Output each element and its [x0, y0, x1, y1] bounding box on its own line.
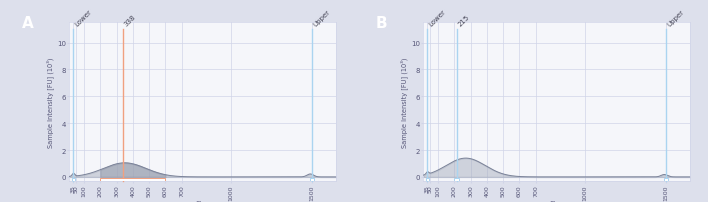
Text: Upper: Upper [666, 9, 685, 28]
Bar [72, 178, 75, 181]
Text: Lower: Lower [74, 9, 93, 28]
Y-axis label: Sample Intensity [FU] (10³): Sample Intensity [FU] (10³) [401, 57, 408, 147]
Text: Upper: Upper [312, 9, 331, 28]
Text: Lower: Lower [428, 9, 447, 28]
Bar [310, 178, 314, 181]
Y-axis label: Sample Intensity [FU] (10³): Sample Intensity [FU] (10³) [47, 57, 54, 147]
Text: 215: 215 [457, 14, 470, 28]
X-axis label: Size
[bp]: Size [bp] [195, 200, 210, 202]
Bar [664, 178, 668, 181]
Text: 338: 338 [122, 14, 137, 28]
Text: A: A [21, 16, 33, 31]
Text: B: B [375, 16, 387, 31]
Bar [101, 178, 166, 181]
X-axis label: Size
[bp]: Size [bp] [549, 200, 564, 202]
Bar [455, 178, 459, 181]
Bar [426, 178, 429, 181]
